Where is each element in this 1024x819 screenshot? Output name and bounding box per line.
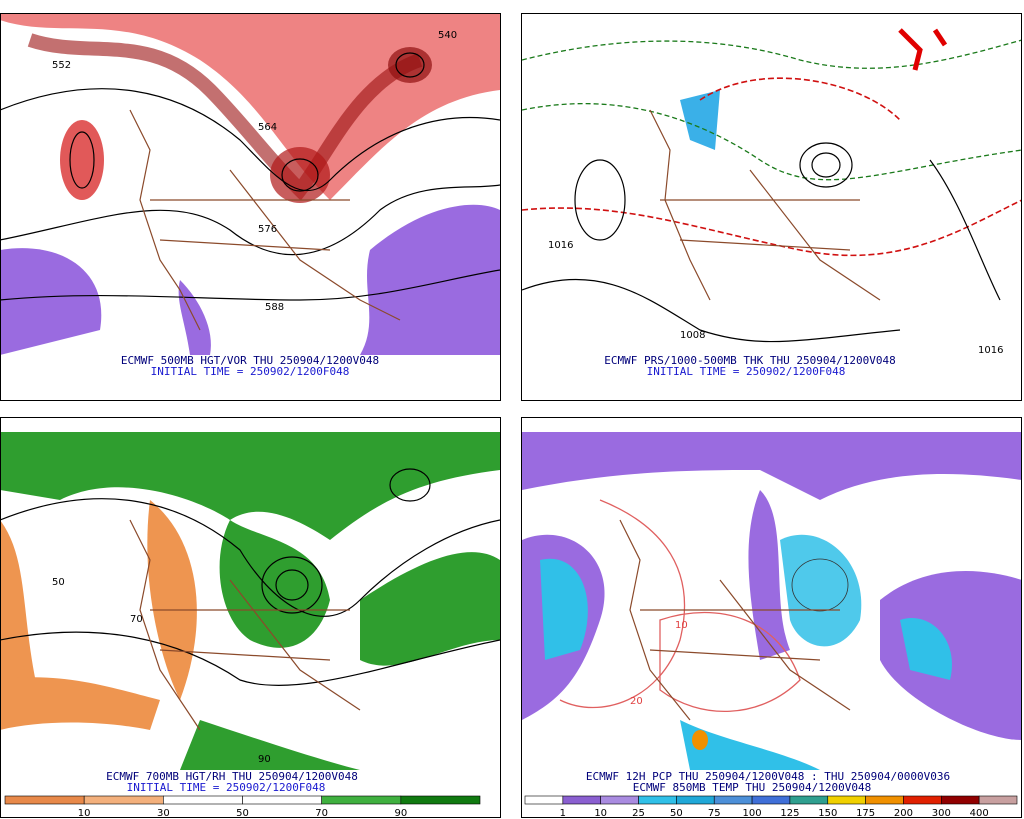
contour-label: 10	[675, 620, 688, 631]
colorbar-label: 175	[856, 808, 875, 819]
colorbar-segment	[562, 795, 601, 805]
caption: ECMWF 850MB TEMP THU 250904/1200V048	[633, 781, 871, 794]
caption: ECMWF PRS/1000-500MB THK THU 250904/1200…	[604, 354, 895, 367]
caption: INITIAL TIME = 250902/1200F048	[151, 365, 350, 378]
contour-label: 90	[258, 754, 271, 765]
colorbar-label: 70	[315, 808, 328, 819]
contour-label: 540	[438, 30, 457, 41]
contour-label: 20	[630, 696, 643, 707]
map	[1, 432, 500, 770]
caption: INITIAL TIME = 250902/1200F048	[127, 781, 326, 794]
colorbar-label: 90	[394, 808, 407, 819]
colorbar-label: 10	[594, 808, 607, 819]
colorbar-segment	[713, 795, 753, 805]
panel-500mb: 552 576 588 540 564 ECMWF 500MB HGT/VOR …	[0, 13, 501, 401]
colorbar-label: 1	[560, 808, 566, 819]
colorbar: 10 30 50 70 90	[4, 795, 481, 819]
colorbar-segment	[827, 795, 866, 805]
colorbar-label: 30	[157, 808, 170, 819]
contour-label: 588	[265, 302, 284, 313]
colorbar-segment	[600, 795, 639, 805]
colorbar-segment	[865, 795, 904, 805]
contour-label: 552	[52, 60, 71, 71]
caption: ECMWF 12H PCP THU 250904/1200V048 : THU …	[586, 770, 950, 783]
colorbar-segment	[941, 795, 980, 805]
colorbar-segment	[400, 795, 481, 805]
colorbar-label: 10	[78, 808, 91, 819]
colorbar-segment	[321, 795, 402, 805]
colorbar-label: 75	[708, 808, 721, 819]
colorbar-segment	[751, 795, 791, 805]
colorbar-segment	[524, 795, 564, 805]
colorbar-label: 100	[743, 808, 762, 819]
contour-label: 1016	[548, 240, 573, 251]
colorbar-segment	[676, 795, 715, 805]
colorbar-segment	[242, 795, 322, 805]
colorbar-segment	[903, 795, 942, 805]
map	[522, 432, 1021, 770]
colorbar-label: 50	[236, 808, 249, 819]
contour-label: 70	[130, 614, 143, 625]
panel-frame	[521, 13, 1022, 401]
colorbar-segment	[789, 795, 829, 805]
map	[1, 14, 500, 355]
contour-label: 1016	[978, 345, 1003, 356]
colorbar: 1 10 25 50 75 100 125 150 175 200 300 400	[524, 795, 1018, 819]
colorbar-label: 50	[670, 808, 683, 819]
map	[522, 28, 1021, 343]
colorbar-segment	[4, 795, 85, 805]
panel-700mb: 50 90 70 ECMWF 700MB HGT/RH THU 250904/1…	[0, 417, 501, 819]
colorbar-label: 200	[894, 808, 913, 819]
colorbar-label: 400	[970, 808, 989, 819]
colorbar-label: 300	[932, 808, 951, 819]
contour-label: 564	[258, 122, 277, 133]
colorbar-segment	[163, 795, 243, 805]
caption: INITIAL TIME = 250902/1200F048	[647, 365, 846, 378]
contour-label: 1008	[680, 330, 705, 341]
colorbar-label: 25	[632, 808, 645, 819]
contour-label: 576	[258, 224, 277, 235]
colorbar-segment	[638, 795, 677, 805]
caption: ECMWF 700MB HGT/RH THU 250904/1200V048	[106, 770, 358, 783]
panel-precip: 20 10 ECMWF 12H PCP THU 250904/1200V048 …	[521, 417, 1022, 819]
contour-label: 50	[52, 577, 65, 588]
colorbar-segment	[83, 795, 164, 805]
colorbar-label: 150	[818, 808, 837, 819]
colorbar-segment	[978, 795, 1018, 805]
colorbar-label: 125	[780, 808, 799, 819]
panel-pressure: 1016 1008 1016 ECMWF PRS/1000-500MB THK …	[521, 13, 1022, 401]
caption: ECMWF 500MB HGT/VOR THU 250904/1200V048	[121, 354, 379, 367]
